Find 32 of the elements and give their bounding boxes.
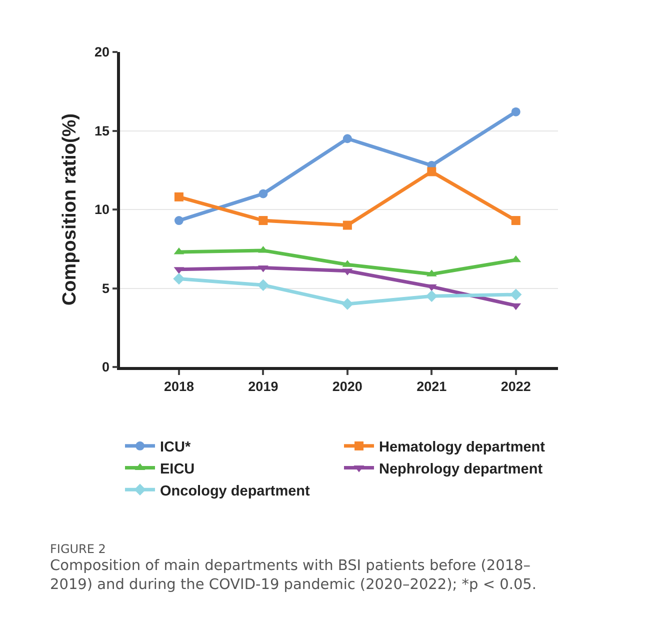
x-tick-label: 2021 <box>416 378 448 394</box>
point <box>510 288 522 300</box>
x-tick-label: 2020 <box>332 378 362 394</box>
point <box>174 216 184 226</box>
y-tick-label: 10 <box>94 202 110 218</box>
legend-label: Hematology department <box>379 440 546 456</box>
point <box>342 220 352 230</box>
point <box>511 216 520 226</box>
legend-label: ICU* <box>160 440 191 456</box>
x-tick-label: 2018 <box>164 378 194 394</box>
x-tick-label: 2019 <box>248 378 278 394</box>
legend-label: EICU <box>160 461 195 478</box>
point <box>342 298 354 310</box>
x-tick-label: 2022 <box>500 378 531 394</box>
y-tick-label: 20 <box>94 44 110 60</box>
point <box>427 167 436 176</box>
point <box>342 134 352 144</box>
point <box>426 290 438 302</box>
y-tick-label: 15 <box>94 123 110 138</box>
point <box>174 192 184 202</box>
legend-label: Nephrology department <box>379 461 543 478</box>
legend-label: Oncology department <box>160 483 310 500</box>
y-tick-label: 0 <box>102 360 110 375</box>
point <box>258 216 268 226</box>
text: Composition of main departments with BSI patients before (2018–2019) and during the COVID-19 pandemic (2020–2022); *p < 0.05. <box>50 558 537 593</box>
point <box>257 279 270 291</box>
point <box>511 107 520 116</box>
caption: FIGURE 2 <box>50 542 106 556</box>
y-tick-label: 5 <box>102 280 110 296</box>
point <box>173 272 185 285</box>
y-axis-title: Composition ratio(%) <box>59 113 80 306</box>
point <box>258 189 268 198</box>
